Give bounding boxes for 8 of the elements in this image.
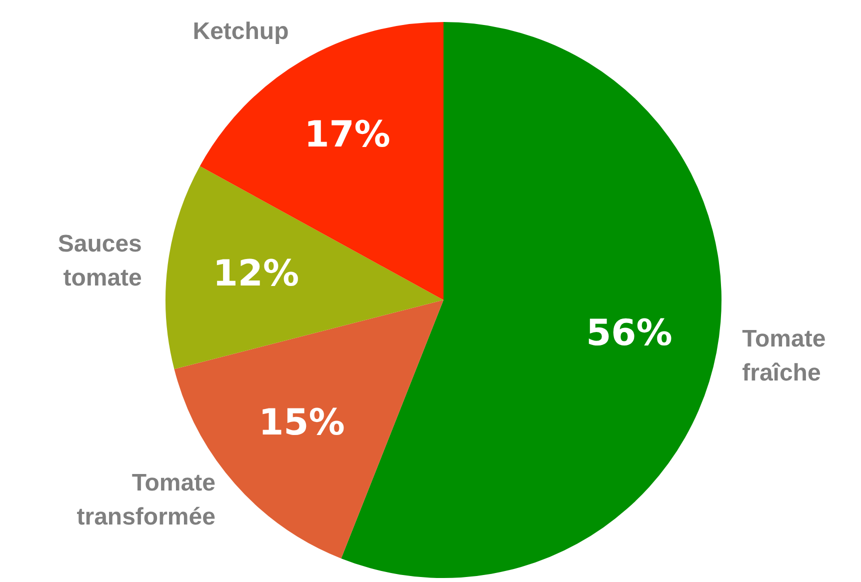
data-label: 15% — [258, 402, 345, 444]
data-label: 56% — [586, 312, 672, 354]
data-label: 17% — [304, 114, 390, 156]
slice-label: Tomate fraîche — [742, 326, 826, 387]
data-label: 12% — [212, 254, 300, 295]
slice-label: Sauces tomate — [58, 230, 142, 292]
slice-label: Tomate transformée — [76, 470, 216, 531]
slice-label: Ketchup — [192, 18, 289, 45]
